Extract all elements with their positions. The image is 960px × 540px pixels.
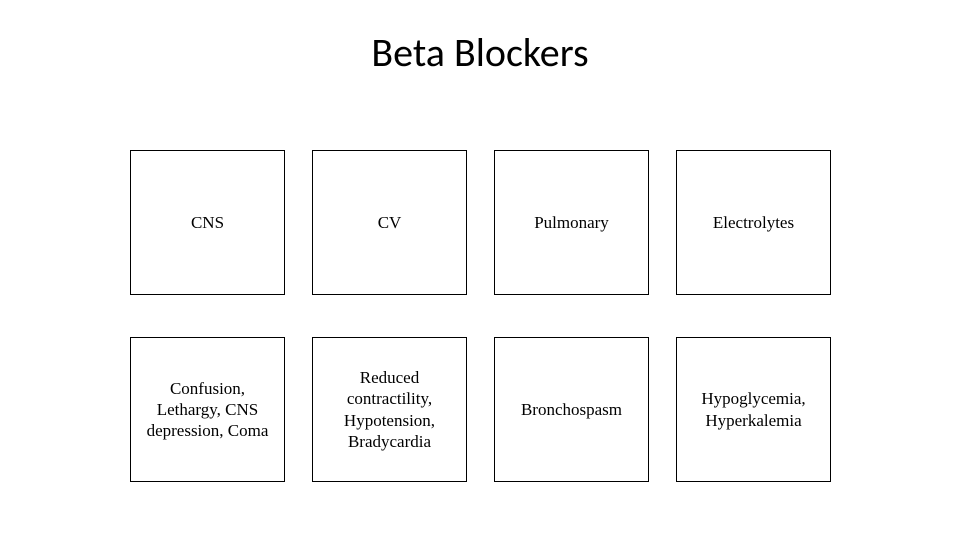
cell-cv-detail: Reduced contractility, Hypotension, Brad… — [312, 337, 467, 482]
cell-cv-header: CV — [312, 150, 467, 295]
cell-pulmonary-detail: Bronchospasm — [494, 337, 649, 482]
slide: Beta Blockers CNS CV Pulmonary Electroly… — [0, 0, 960, 540]
slide-title: Beta Blockers — [0, 28, 960, 77]
cell-cns-detail: Confusion, Lethargy, CNS depression, Com… — [130, 337, 285, 482]
cell-cns-header: CNS — [130, 150, 285, 295]
cell-electrolytes-detail: Hypoglycemia, Hyperkalemia — [676, 337, 831, 482]
cell-electrolytes-header: Electrolytes — [676, 150, 831, 295]
category-grid: CNS CV Pulmonary Electrolytes Confusion,… — [130, 150, 830, 482]
cell-pulmonary-header: Pulmonary — [494, 150, 649, 295]
